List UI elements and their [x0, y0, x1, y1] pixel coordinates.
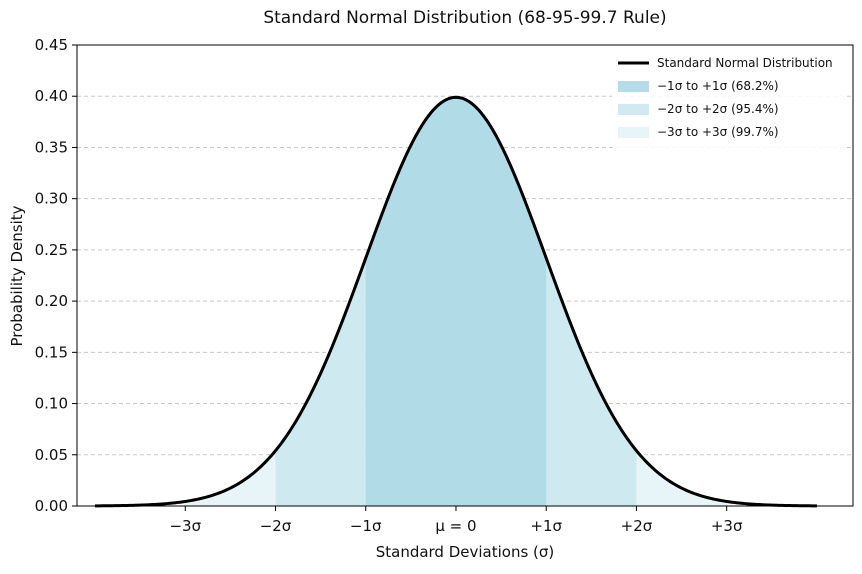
legend-label-band-3: −3σ to +3σ (99.7%)	[657, 125, 779, 139]
band-layer	[185, 97, 727, 506]
title-group: Standard Normal Distribution (68-95-99.7…	[263, 8, 666, 28]
legend-swatch-band-2	[618, 104, 649, 115]
axes-layer	[76, 44, 854, 507]
normal-curve-line	[95, 95, 817, 508]
legend-swatch-band-3	[618, 127, 649, 138]
y-tick-label: 0.45	[35, 36, 68, 54]
chart-title: Standard Normal Distribution (68-95-99.7…	[263, 8, 666, 28]
x-tick-label: −1σ	[350, 517, 382, 535]
y-tick-label: 0.35	[35, 138, 68, 156]
y-tick-label: 0.15	[35, 343, 68, 361]
x-tick-label: +3σ	[711, 517, 743, 535]
y-tick-label: 0.40	[35, 87, 68, 105]
band-1-area	[365, 97, 547, 506]
x-axis-title-group: Standard Deviations (σ)	[376, 543, 555, 561]
x-tick-label: +1σ	[530, 517, 562, 535]
y-tick-label: 0.10	[35, 395, 68, 413]
plot-frame	[76, 44, 854, 507]
y-tick-label: 0.30	[35, 190, 68, 208]
curve-layer	[95, 95, 817, 508]
y-tick-label: 0.20	[35, 292, 68, 310]
x-tick-label: +2σ	[621, 517, 653, 535]
legend: Standard Normal Distribution −1σ to +1σ (…	[612, 52, 846, 148]
y-tick-label: 0.00	[35, 497, 68, 515]
x-axis-label: Standard Deviations (σ)	[376, 543, 555, 561]
x-tick-label: −3σ	[169, 517, 201, 535]
y-axis-label: Probability Density	[8, 205, 26, 346]
y-tick-label: 0.05	[35, 446, 68, 464]
tick-layer: −3σ −2σ −1σ μ = 0 +1σ +2σ +3σ 0.00 0.05 0.10 0.15 0…	[35, 36, 743, 535]
legend-swatch-band-1	[618, 81, 649, 92]
y-axis-title-group: Probability Density	[8, 205, 26, 346]
x-tick-label: −2σ	[260, 517, 292, 535]
legend-label-band-2: −2σ to +2σ (95.4%)	[657, 102, 779, 116]
x-tick-label: μ = 0	[435, 517, 476, 535]
y-tick-label: 0.25	[35, 241, 68, 259]
legend-box	[612, 52, 846, 148]
legend-label-curve: Standard Normal Distribution	[657, 56, 833, 70]
legend-label-band-1: −1σ to +1σ (68.2%)	[657, 79, 779, 93]
